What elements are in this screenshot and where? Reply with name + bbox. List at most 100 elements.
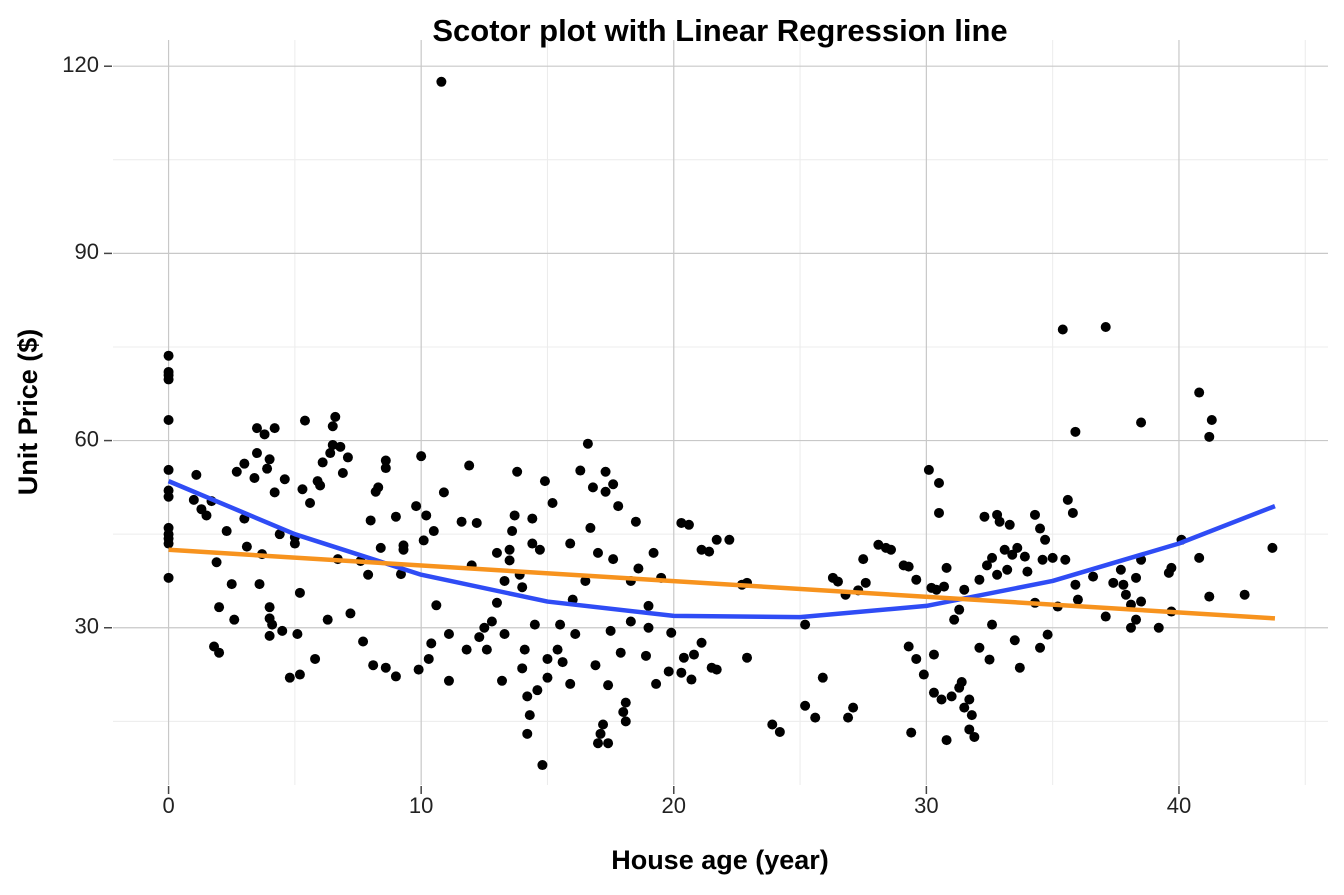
point [570,629,581,640]
point [817,672,828,683]
point [1070,426,1081,437]
point [600,486,611,497]
point [507,526,518,537]
point [539,476,550,487]
point [696,637,707,648]
point [416,451,427,462]
point [221,526,232,537]
point [928,649,939,660]
point [946,691,957,702]
point [1131,614,1142,625]
point [620,716,631,727]
point [491,597,502,608]
point [582,438,593,449]
point [1062,494,1073,505]
point [1239,589,1250,600]
x-axis-label: House age (year) [611,845,829,875]
point [315,480,326,491]
point [1070,579,1081,590]
point [994,516,1005,527]
point [499,575,510,586]
point [509,510,520,521]
point [618,706,629,717]
point [608,479,619,490]
point [542,653,553,664]
point [251,448,262,459]
point [299,415,310,426]
point [1035,642,1046,653]
point [398,540,409,551]
point [1060,554,1071,565]
point [365,515,376,526]
point [254,579,265,590]
point [954,604,965,615]
point [974,574,985,585]
point [517,663,528,674]
point [380,463,391,474]
point [491,547,502,558]
point [1131,572,1142,583]
point [949,614,960,625]
point [214,647,225,658]
y-axis-label: Unit Price ($) [13,329,43,496]
point [1022,566,1033,577]
point [262,463,273,474]
point [499,629,510,640]
y-tick-label: 120 [62,52,99,77]
point [956,677,967,688]
fit-line [167,479,1276,620]
point [211,557,222,568]
point [1012,542,1023,553]
point [613,501,624,512]
point [987,552,998,563]
point [239,458,250,469]
point [555,619,566,630]
point [557,657,568,668]
point [858,554,869,565]
point [317,457,328,468]
point [643,600,654,611]
point [683,519,694,530]
point [964,724,975,735]
x-tick-label: 40 [1167,793,1191,818]
point [431,600,442,611]
x-tick-label: 10 [409,793,433,818]
point [688,649,699,660]
point [964,694,975,705]
point [264,630,275,641]
point [1204,591,1215,602]
point [188,494,199,505]
point [471,517,482,528]
point [1115,564,1126,575]
point [615,647,626,658]
point [519,644,530,655]
point [456,516,467,527]
point [678,652,689,663]
point [933,478,944,489]
point [676,667,687,678]
point [832,576,843,587]
point [941,735,952,746]
point [1007,549,1018,560]
point [345,608,356,619]
point [542,672,553,683]
point [886,544,897,555]
point [931,584,942,595]
point [251,423,262,434]
point [241,541,252,552]
point [1057,324,1068,335]
point [911,574,922,585]
point [1108,577,1119,588]
point [959,702,970,713]
point [974,642,985,653]
point [163,464,174,475]
point [1204,431,1215,442]
point [1029,509,1040,520]
point [423,653,434,664]
point [1206,414,1217,425]
point [1009,635,1020,646]
point [676,517,687,528]
point [259,429,270,440]
point [418,535,429,546]
point [774,726,785,737]
